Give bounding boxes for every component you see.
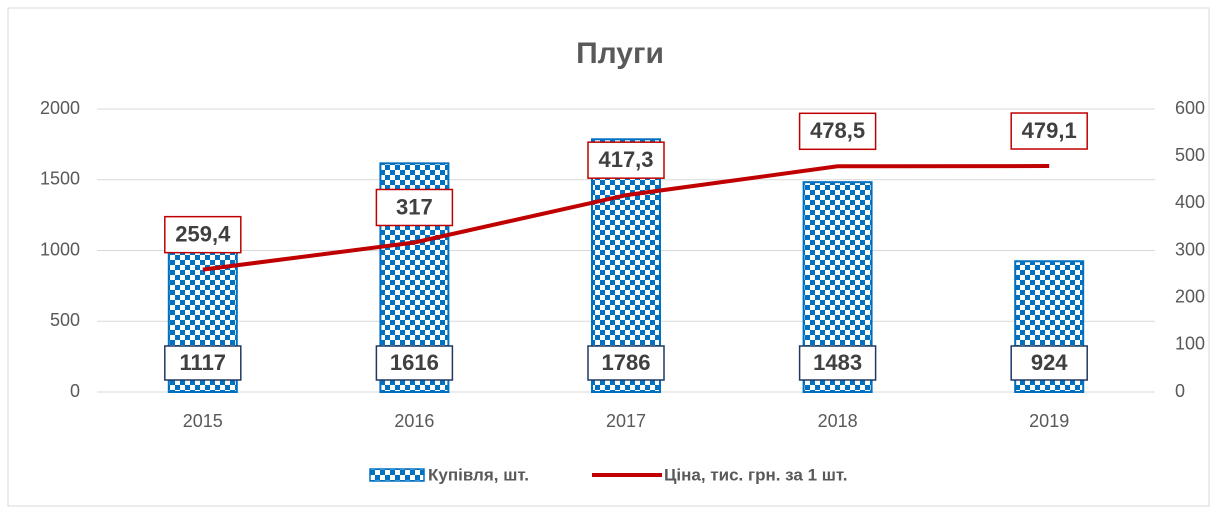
value-label: 479,1	[1022, 118, 1077, 143]
y-tick-label: 0	[70, 381, 80, 401]
value-label-box	[164, 345, 242, 381]
value-label-box	[164, 215, 242, 254]
value-label-box	[1010, 112, 1088, 150]
value-label: 259,4	[175, 221, 231, 246]
value-label: 478,5	[810, 118, 865, 143]
value-label: 317	[396, 194, 433, 219]
y2-tick-label: 300	[1175, 239, 1205, 259]
value-label: 1786	[602, 350, 651, 375]
y2-tick-label: 400	[1175, 192, 1205, 212]
x-tick-label: 2019	[1029, 411, 1069, 431]
x-tick-label: 2018	[818, 411, 858, 431]
line	[202, 164, 1050, 272]
value-label: 1117	[180, 350, 227, 375]
value-label-box	[1010, 345, 1088, 381]
y-tick-label: 500	[50, 310, 80, 330]
x-tick-label: 2015	[183, 411, 223, 431]
legend-label: Купівля, шт.	[428, 465, 529, 484]
value-label: 924	[1031, 350, 1068, 375]
y2-tick-label: 0	[1175, 381, 1185, 401]
chart-title: Плуги	[576, 37, 664, 70]
y-tick-label: 1000	[40, 239, 80, 259]
value-label-box	[587, 141, 665, 179]
value-label-box	[798, 345, 877, 381]
y-tick-label: 2000	[40, 98, 80, 118]
legend-swatch	[369, 468, 425, 482]
legend-label: Ціна, тис. грн. за 1 шт.	[664, 465, 847, 484]
value-label-box	[587, 345, 665, 381]
x-tick-label: 2017	[606, 411, 646, 431]
value-label: 417,3	[598, 147, 653, 172]
x-tick-label: 2016	[394, 411, 434, 431]
y2-tick-label: 500	[1175, 145, 1205, 165]
y-tick-label: 1500	[40, 169, 80, 189]
value-label-box	[375, 188, 454, 227]
y2-tick-label: 100	[1175, 334, 1205, 354]
value-label-box	[798, 112, 877, 151]
value-label: 1483	[813, 350, 862, 375]
value-label-box	[375, 345, 454, 381]
y2-tick-label: 200	[1175, 286, 1205, 306]
y2-tick-label: 600	[1175, 98, 1205, 118]
value-label: 1616	[390, 350, 439, 375]
